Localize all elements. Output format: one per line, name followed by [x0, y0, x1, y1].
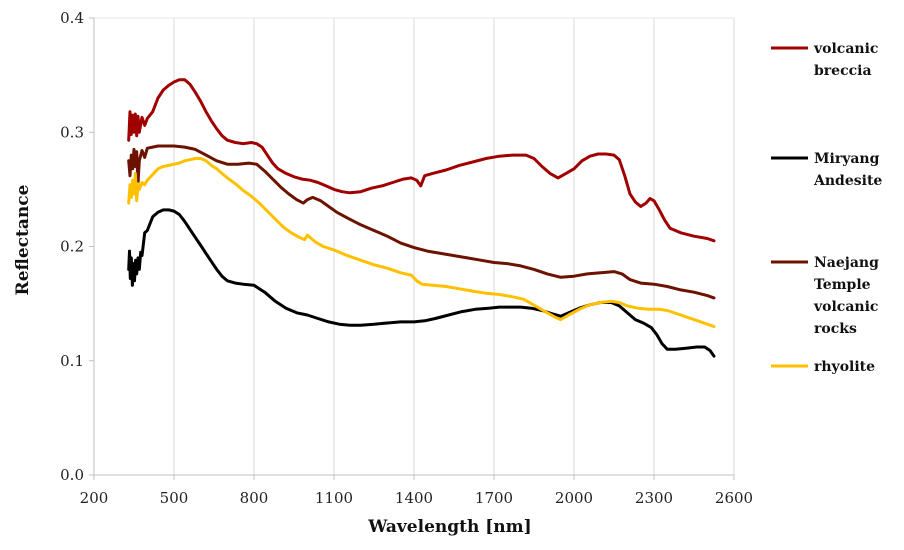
y-tick-label: 0.4 — [60, 9, 84, 27]
legend-label-naejang-temple-volcanic-rocks: Naejang Temple volcanic rocks — [813, 255, 879, 337]
y-axis-title: Reflectance — [13, 184, 33, 295]
series-line-naejang-temple-volcanic-rocks — [127, 144, 716, 300]
x-tick-label: 1400 — [395, 489, 433, 507]
x-tick-label: 500 — [160, 489, 189, 507]
x-tick-label: 1100 — [315, 489, 353, 507]
series-line-miryang-andesite — [127, 208, 716, 358]
x-tick-label: 800 — [240, 489, 269, 507]
legend: volcanic breccia Miryang Andesite Naejang Tem… — [771, 41, 882, 375]
legend-label-miryang-andesite: Miryang Andesite — [813, 151, 882, 189]
x-tick-label: 2300 — [635, 489, 673, 507]
gridlines — [173, 18, 735, 475]
axes: 200 500 800 1100 1400 1700 2000 2300 2600 0.0 0.1 0… — [60, 9, 753, 507]
y-tick-label: 0.2 — [60, 238, 84, 256]
series-line-rhyolite — [127, 157, 716, 328]
y-tick-label: 0.1 — [60, 352, 84, 370]
x-tick-label: 200 — [80, 489, 109, 507]
y-tick-label: 0.0 — [60, 466, 84, 484]
legend-label-rhyolite: rhyolite — [814, 359, 875, 375]
x-tick-label: 2600 — [715, 489, 753, 507]
y-tick-label: 0.3 — [60, 123, 84, 141]
legend-label-volcanic-breccia: volcanic breccia — [813, 41, 878, 79]
x-tick-label: 2000 — [555, 489, 593, 507]
series-line-volcanic-breccia — [127, 78, 716, 243]
series-lines — [127, 78, 716, 358]
x-tick-label: 1700 — [475, 489, 513, 507]
x-axis-title: Wavelength [nm] — [367, 517, 531, 537]
